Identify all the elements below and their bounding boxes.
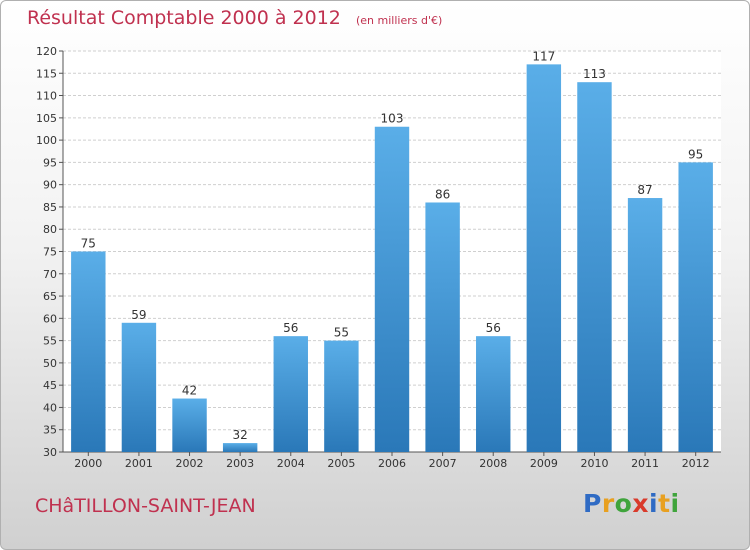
bar [172, 398, 207, 452]
data-label: 95 [688, 147, 703, 161]
logo-letter: i [649, 489, 659, 518]
data-label: 55 [334, 326, 349, 340]
location-name: CHâTILLON-SAINT-JEAN [35, 495, 256, 517]
logo-letter: o [614, 489, 633, 518]
data-label: 56 [283, 321, 298, 335]
bar [222, 443, 258, 452]
x-tick-label: 2001 [125, 457, 153, 470]
chart-title-row: Résultat Comptable 2000 à 2012 (en milli… [27, 7, 442, 29]
chart-title: Résultat Comptable 2000 à 2012 [27, 7, 341, 29]
bar [71, 251, 106, 452]
x-tick-label: 2008 [479, 457, 507, 470]
logo-letter: i [670, 489, 680, 518]
bar [273, 336, 308, 452]
y-tick-label: 55 [43, 335, 57, 348]
x-tick-label: 2010 [580, 457, 608, 470]
logo-letter: P [583, 489, 602, 518]
bar [374, 126, 410, 452]
data-label: 42 [182, 384, 197, 398]
y-tick-label: 85 [43, 201, 57, 214]
y-tick-label: 95 [43, 156, 57, 169]
x-tick-label: 2011 [631, 457, 659, 470]
bar [526, 64, 562, 452]
data-label: 56 [486, 321, 501, 335]
y-tick-label: 110 [36, 90, 57, 103]
chart-unit: (en milliers d'€) [355, 14, 443, 27]
y-tick-label: 100 [36, 134, 57, 147]
logo-letter: x [632, 489, 649, 518]
bar [121, 322, 157, 452]
axes: 30 35 40 45 50 55 60 65 70 75 80 85 90 95 100 105 110 115… [36, 45, 721, 459]
data-label: 87 [637, 183, 652, 197]
x-tick-label: 2005 [327, 457, 355, 470]
y-tick-label: 70 [43, 268, 57, 281]
labels: 2000 75 2001 59 2002 42 2003 32 2004 56 2005 55 2006… [74, 49, 709, 470]
logo-letter: r [601, 489, 615, 518]
y-tick-label: 35 [43, 424, 57, 437]
x-tick-label: 2003 [226, 457, 254, 470]
bar [678, 162, 713, 452]
logo-letter: t [658, 489, 671, 518]
y-tick-label: 105 [36, 112, 57, 125]
x-tick-label: 2009 [530, 457, 558, 470]
bar [627, 198, 663, 452]
x-tick-label: 2006 [378, 457, 406, 470]
x-tick-label: 2004 [277, 457, 305, 470]
y-tick-label: 65 [43, 290, 57, 303]
bar [425, 202, 460, 452]
y-tick-label: 50 [43, 357, 57, 370]
bar [476, 336, 511, 452]
x-tick-label: 2007 [429, 457, 457, 470]
y-tick-label: 75 [43, 246, 57, 259]
data-label: 117 [532, 49, 555, 63]
x-tick-label: 2002 [176, 457, 204, 470]
data-label: 113 [583, 67, 606, 81]
y-tick-label: 80 [43, 223, 57, 236]
data-label: 32 [233, 428, 248, 442]
y-tick-label: 60 [43, 312, 57, 325]
x-tick-label: 2000 [74, 457, 102, 470]
bar [577, 82, 612, 452]
bars [71, 64, 713, 452]
y-tick-label: 45 [43, 379, 57, 392]
data-label: 103 [381, 112, 404, 126]
bar [324, 340, 359, 452]
proxiti-logo: Proxiti [583, 489, 680, 518]
y-tick-label: 90 [43, 179, 57, 192]
y-tick-label: 30 [43, 446, 57, 459]
data-label: 75 [81, 237, 96, 251]
y-tick-label: 40 [43, 401, 57, 414]
x-tick-label: 2012 [682, 457, 710, 470]
data-label: 59 [131, 308, 146, 322]
y-tick-label: 115 [36, 67, 57, 80]
y-tick-label: 120 [36, 45, 57, 58]
data-label: 86 [435, 187, 450, 201]
